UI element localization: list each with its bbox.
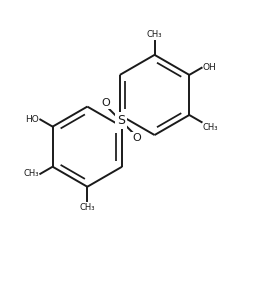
Text: O: O — [132, 133, 141, 143]
Text: CH₃: CH₃ — [147, 29, 162, 38]
Text: HO: HO — [25, 115, 39, 124]
Text: CH₃: CH₃ — [203, 123, 218, 132]
Text: CH₃: CH₃ — [23, 169, 39, 178]
Text: O: O — [101, 98, 110, 108]
Text: S: S — [117, 114, 125, 127]
Text: CH₃: CH₃ — [80, 203, 95, 212]
Text: OH: OH — [203, 63, 217, 72]
